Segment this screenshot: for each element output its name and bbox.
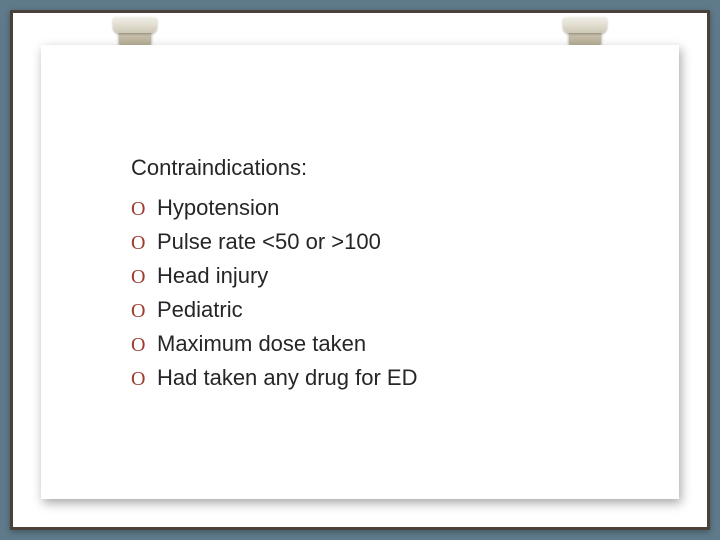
clip-left: [113, 17, 157, 47]
contraindications-list: O Hypotension O Pulse rate <50 or >100 O…: [131, 191, 609, 396]
bullet-icon: O: [131, 330, 157, 361]
slide-heading: Contraindications:: [131, 155, 609, 181]
bullet-icon: O: [131, 364, 157, 395]
list-item-label: Maximum dose taken: [157, 327, 366, 361]
list-item-label: Pulse rate <50 or >100: [157, 225, 381, 259]
list-item-label: Head injury: [157, 259, 268, 293]
bullet-icon: O: [131, 262, 157, 293]
list-item-label: Had taken any drug for ED: [157, 361, 417, 395]
list-item-label: Hypotension: [157, 191, 279, 225]
bullet-icon: O: [131, 228, 157, 259]
bullet-icon: O: [131, 194, 157, 225]
list-item: O Head injury: [131, 259, 609, 293]
list-item-label: Pediatric: [157, 293, 243, 327]
list-item: O Hypotension: [131, 191, 609, 225]
list-item: O Pulse rate <50 or >100: [131, 225, 609, 259]
bullet-icon: O: [131, 296, 157, 327]
list-item: O Maximum dose taken: [131, 327, 609, 361]
clip-right: [563, 17, 607, 47]
slide-card: Contraindications: O Hypotension O Pulse…: [41, 45, 679, 499]
list-item: O Had taken any drug for ED: [131, 361, 609, 395]
outer-frame: Contraindications: O Hypotension O Pulse…: [10, 10, 710, 530]
list-item: O Pediatric: [131, 293, 609, 327]
